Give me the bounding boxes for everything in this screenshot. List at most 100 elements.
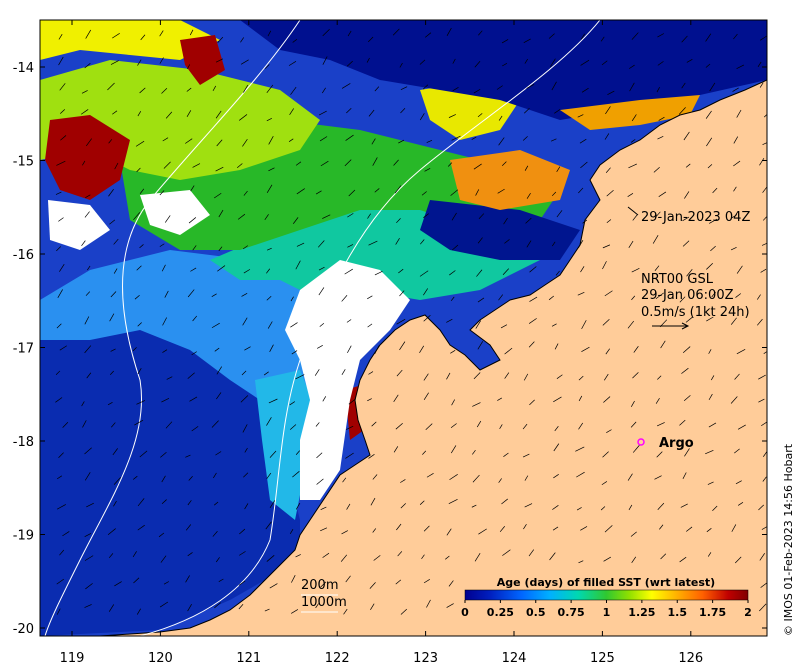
current-arrow — [317, 345, 323, 349]
current-arrow — [423, 213, 429, 218]
current-arrow — [187, 64, 191, 70]
current-arrow — [501, 161, 507, 166]
x-tick-label: 126 — [678, 651, 703, 666]
x-tick-label: 120 — [148, 651, 173, 666]
pass-time-leader — [627, 206, 639, 216]
current-arrow — [212, 85, 217, 92]
current-arrow — [709, 218, 718, 224]
current-arrow — [395, 238, 400, 245]
sst-orange-region-2 — [560, 95, 700, 130]
current-arrow — [451, 135, 461, 141]
current-arrow — [296, 242, 305, 247]
current-arrow — [133, 577, 140, 584]
current-arrow — [529, 266, 537, 273]
current-arrow — [134, 419, 144, 426]
current-arrow — [759, 158, 765, 166]
current-arrow — [399, 62, 403, 68]
current-arrow — [55, 370, 61, 376]
current-arrow — [526, 193, 531, 199]
current-arrow — [604, 133, 610, 140]
current-arrow — [322, 214, 331, 219]
coastline — [99, 79, 767, 636]
current-arrow — [448, 580, 454, 587]
current-arrow — [132, 347, 137, 352]
current-arrow — [317, 240, 325, 248]
no-data-region — [285, 260, 410, 500]
current-arrow — [682, 472, 687, 479]
current-arrow — [682, 346, 691, 353]
current-arrow — [397, 551, 403, 557]
current-arrow — [426, 473, 434, 478]
current-arrow — [163, 581, 170, 585]
current-arrow — [737, 501, 744, 506]
argo-float-marker[interactable] — [637, 438, 645, 446]
current-arrow — [581, 87, 589, 93]
current-arrow — [57, 289, 63, 298]
current-arrow — [159, 190, 165, 196]
current-arrow — [373, 555, 381, 561]
current-arrow — [446, 528, 452, 536]
current-arrow — [110, 291, 117, 298]
current-arrow — [368, 454, 375, 459]
current-arrow — [240, 37, 245, 43]
current-arrow — [212, 531, 218, 537]
current-arrow — [393, 446, 399, 453]
current-arrow — [400, 108, 406, 114]
current-arrow — [159, 30, 164, 37]
current-arrow — [472, 402, 481, 407]
current-arrow — [656, 451, 663, 458]
current-arrow — [132, 551, 137, 558]
current-arrow — [606, 219, 612, 224]
current-arrow — [575, 446, 585, 452]
pass-time-label: 29-Jan-2023 04Z — [641, 210, 750, 225]
current-arrow — [217, 265, 226, 272]
current-arrow — [84, 555, 94, 561]
current-arrow — [161, 87, 168, 94]
x-tick-label: 123 — [413, 651, 438, 666]
current-arrow — [269, 500, 276, 509]
current-arrow — [56, 160, 66, 166]
no-data-region-3 — [140, 190, 210, 235]
current-arrow — [734, 556, 742, 564]
current-arrow — [244, 346, 251, 351]
current-arrow — [185, 575, 190, 583]
current-arrow — [604, 525, 613, 533]
current-arrow — [107, 402, 113, 406]
current-arrow — [502, 268, 509, 276]
y-axis: -14 -15 -16 -17 -18 -19 -20 — [13, 61, 767, 637]
colorbar-ticks: 0 0.25 0.5 0.75 1 1.25 1.5 1.75 2 — [461, 600, 752, 619]
current-arrow — [679, 419, 686, 426]
current-arrow — [686, 59, 693, 63]
current-arrow — [472, 474, 480, 483]
map-layers — [40, 20, 767, 636]
current-arrow — [113, 477, 121, 485]
current-arrow — [551, 241, 556, 247]
contour-1000m — [44, 20, 301, 636]
current-arrow — [109, 370, 114, 376]
current-arrow — [395, 579, 402, 585]
current-arrow — [136, 400, 146, 405]
current-arrow — [321, 87, 326, 94]
current-arrow — [344, 159, 352, 167]
x-axis: 119 120 121 122 123 124 125 126 — [60, 20, 703, 666]
current-arrow — [420, 239, 425, 245]
current-arrow — [159, 57, 164, 64]
current-arrow — [400, 503, 406, 509]
sst-navy-northeast — [240, 20, 767, 120]
current-arrow — [320, 506, 327, 510]
current-arrow — [216, 392, 222, 400]
current-arrow — [528, 318, 537, 324]
current-arrow — [215, 110, 222, 119]
current-arrow — [161, 264, 166, 272]
current-arrow — [368, 371, 374, 375]
current-arrow — [269, 583, 278, 589]
current-arrow — [347, 213, 354, 218]
current-arrow — [139, 244, 144, 249]
current-arrow — [314, 369, 320, 376]
current-arrow — [604, 290, 613, 297]
current-arrow — [348, 189, 356, 197]
plot-frame — [39, 19, 768, 637]
current-arrow — [526, 240, 532, 248]
current-arrow — [165, 421, 173, 429]
current-arrow — [55, 397, 63, 403]
